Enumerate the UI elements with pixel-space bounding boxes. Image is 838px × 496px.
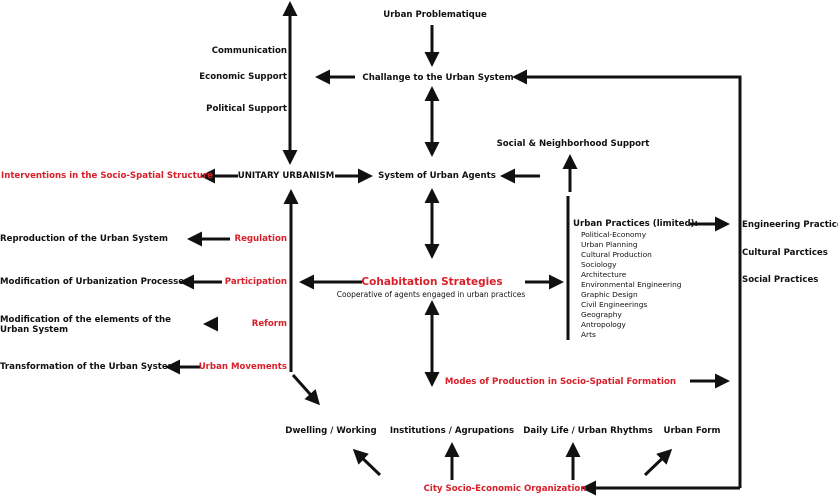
modification-elements: Modification of the elements of the Urba… <box>0 315 171 335</box>
engineering-practices: Engineering Practices <box>742 220 838 230</box>
regulation: Regulation <box>234 234 287 244</box>
arrow-to-dwelling <box>291 374 320 406</box>
practice-item: Sociology <box>581 260 617 269</box>
modification-urbanization-processes: Modification of Urbanization Processes <box>0 277 190 287</box>
interventions-socio-spatial: Interventions in the Socio-Spatial Struc… <box>1 171 213 181</box>
daily-life-urban-rhythms: Daily Life / Urban Rhythms <box>523 426 653 436</box>
urban-practices-list: Political-Economy Urban Planning Cultura… <box>581 230 681 340</box>
practice-item: Architecture <box>581 270 627 279</box>
practice-item: Urban Planning <box>581 240 638 249</box>
city-socio-economic-organization: City Socio-Economic Organization <box>423 484 587 494</box>
practice-item: Graphic Design <box>581 290 638 299</box>
practice-item: Civil Engineerings <box>581 300 648 309</box>
practice-item: Antropology <box>581 320 626 329</box>
practice-item: Cultural Production <box>581 250 652 259</box>
practice-item: Environmental Engineering <box>581 280 682 289</box>
practice-item: Geography <box>581 310 622 319</box>
dwelling-working: Dwelling / Working <box>285 426 377 436</box>
urban-problematique: Urban Problematique <box>383 10 487 20</box>
urban-movements: Urban Movements <box>198 362 287 372</box>
urban-practices-title: Urban Practices (limited): <box>573 219 698 229</box>
modes-of-production: Modes of Production in Socio-Spatial For… <box>444 377 676 387</box>
cohabitation-subtitle: Cooperative of agents engaged in urban p… <box>336 290 526 299</box>
practice-item: Political-Economy <box>581 230 647 239</box>
system-of-urban-agents: System of Urban Agents <box>378 171 496 181</box>
economic-support: Economic Support <box>199 72 287 82</box>
reproduction-urban-system: Reproduction of the Urban System <box>0 234 168 244</box>
practice-item: Arts <box>581 330 596 339</box>
political-support: Political Support <box>206 104 287 114</box>
social-neighborhood-support: Social & Neighborhood Support <box>496 139 650 149</box>
cultural-practices: Cultural Parctices <box>742 248 828 258</box>
unitary-urbanism: UNITARY URBANISM <box>237 171 335 181</box>
communication: Communication <box>211 46 287 56</box>
reform: Reform <box>251 319 287 329</box>
transformation-urban-system: Transformation of the Urban System <box>0 362 177 372</box>
challange-to-urban-system: Challange to the Urban System <box>362 73 514 83</box>
social-practices: Social Practices <box>742 275 819 285</box>
urban-form: Urban Form <box>663 426 721 436</box>
institutions-agrupations: Institutions / Agrupations <box>389 426 515 436</box>
participation: Participation <box>224 277 287 287</box>
cohabitation-strategies: Cohabitation Strategies <box>361 276 503 288</box>
arrow-city-dwelling <box>352 448 382 477</box>
arrow-city-form <box>643 448 673 477</box>
feedback-loop <box>560 75 742 488</box>
